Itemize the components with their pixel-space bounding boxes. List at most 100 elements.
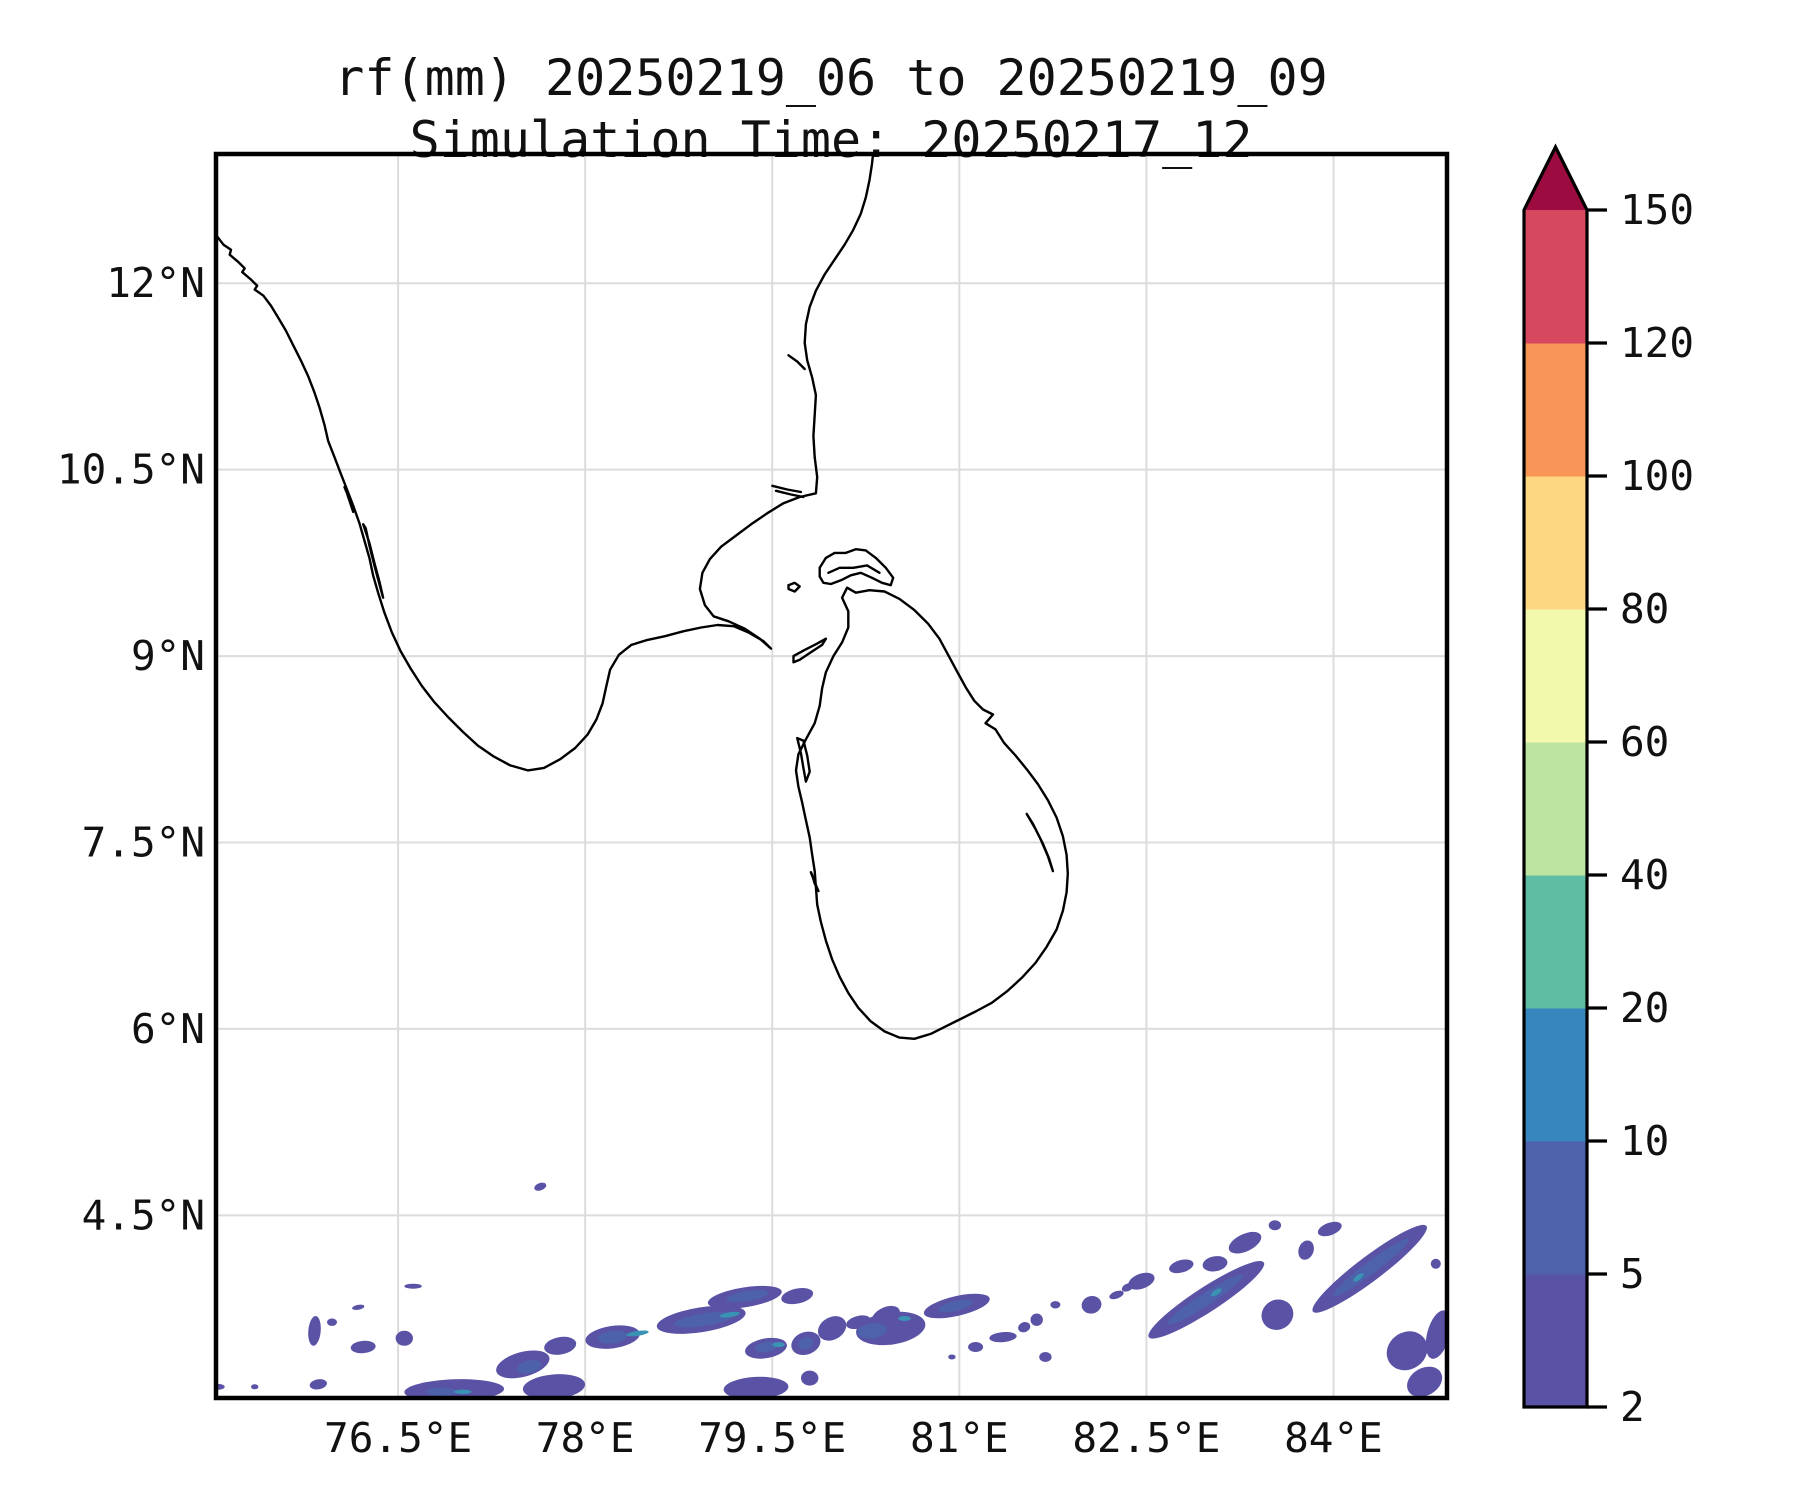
rain-cell xyxy=(309,1379,327,1390)
colorbar-segment xyxy=(1524,609,1587,743)
rain-cell xyxy=(801,1370,819,1386)
rain-cell xyxy=(1353,1273,1364,1282)
colorbar-tick-label: 120 xyxy=(1620,319,1694,367)
coastline xyxy=(787,354,806,371)
rain-cell xyxy=(1210,1288,1222,1297)
rain-cell xyxy=(1081,1296,1102,1314)
colorbar-tick-label: 10 xyxy=(1620,1117,1669,1165)
rain-cell xyxy=(1332,1238,1409,1297)
figure-title: rf(mm) 20250219_06 to 20250219_09 xyxy=(334,49,1327,107)
colorbar-segment xyxy=(1524,1141,1587,1275)
y-tick-label: 6°N xyxy=(131,1005,205,1053)
rain-cell xyxy=(1018,1322,1031,1333)
coastline-layer xyxy=(216,154,1069,1040)
rain-cell xyxy=(626,1330,649,1337)
coastline xyxy=(343,485,355,514)
rain-cell xyxy=(1039,1352,1052,1362)
rain-cell xyxy=(1128,1272,1155,1290)
y-axis-labels: 12°N 10.5°N 9°N 7.5°N 6°N 4.5°N xyxy=(57,259,205,1239)
rain-cell xyxy=(1386,1331,1428,1371)
rain-cell xyxy=(404,1283,422,1289)
rain-cell xyxy=(1169,1259,1194,1274)
y-tick-label: 10.5°N xyxy=(57,446,205,494)
colorbar-segment xyxy=(1524,742,1587,876)
rain-cell xyxy=(251,1384,259,1390)
rain-cell xyxy=(327,1318,337,1326)
coastline xyxy=(809,871,820,893)
rain-cell xyxy=(1167,1274,1243,1325)
rain-cell xyxy=(772,1342,785,1348)
rainfall-layer xyxy=(216,1182,1447,1398)
rain-cell xyxy=(1030,1313,1043,1326)
colorbar-over-arrow xyxy=(1524,147,1587,210)
rain-cell xyxy=(1202,1256,1228,1272)
coastline xyxy=(794,586,1069,1040)
x-tick-label: 81°E xyxy=(910,1414,1009,1462)
colorbar-tick-label: 150 xyxy=(1620,186,1694,234)
coastline xyxy=(818,548,895,587)
rain-cell xyxy=(781,1288,814,1305)
y-tick-label: 9°N xyxy=(131,632,205,680)
gridlines xyxy=(216,154,1447,1398)
coastline xyxy=(787,581,801,593)
x-tick-label: 76.5°E xyxy=(324,1414,472,1462)
rain-cell xyxy=(938,1299,973,1313)
map-frame xyxy=(213,151,1450,1401)
rain-cell xyxy=(989,1331,1017,1343)
rain-cell xyxy=(723,1376,789,1398)
rain-cell xyxy=(308,1316,321,1346)
colorbar-segment xyxy=(1524,210,1587,344)
x-tick-label: 82.5°E xyxy=(1072,1414,1220,1462)
colorbar-segment xyxy=(1524,875,1587,1009)
rain-cell xyxy=(1261,1299,1294,1330)
rain-cell xyxy=(1425,1310,1447,1359)
coastline xyxy=(1025,812,1055,873)
coastline xyxy=(796,736,811,783)
rain-cell xyxy=(857,1323,887,1339)
rain-cell xyxy=(597,1330,628,1344)
colorbar-tick-label: 100 xyxy=(1620,452,1694,500)
rain-cell xyxy=(1298,1240,1314,1260)
y-tick-label: 4.5°N xyxy=(82,1191,205,1239)
colorbar-tick-label: 60 xyxy=(1620,718,1669,766)
colorbar: 2 5 10 20 40 60 80 100 120 150 xyxy=(1522,143,1694,1431)
colorbar-tick-label: 2 xyxy=(1620,1383,1645,1431)
rain-cell xyxy=(352,1304,365,1310)
rain-cell xyxy=(1317,1221,1342,1237)
x-tick-label: 78°E xyxy=(536,1414,635,1462)
rain-cell xyxy=(395,1330,413,1346)
rain-cell xyxy=(1407,1366,1443,1397)
colorbar-outline xyxy=(1522,143,1589,1409)
rain-cell xyxy=(1050,1301,1061,1309)
coastline xyxy=(362,523,385,599)
rain-cell xyxy=(516,1360,542,1374)
colorbar-tick-label: 80 xyxy=(1620,585,1669,633)
rain-cell xyxy=(1430,1258,1441,1269)
colorbar-tick-label: 40 xyxy=(1620,851,1669,899)
colorbar-segment xyxy=(1524,476,1587,610)
coastline xyxy=(216,154,875,772)
coastline xyxy=(774,489,805,499)
rain-cell xyxy=(726,1290,769,1303)
rain-cell xyxy=(898,1316,911,1321)
y-tick-label: 7.5°N xyxy=(82,818,205,866)
colorbar-segment xyxy=(1524,343,1587,477)
colorbar-tick-label: 20 xyxy=(1620,984,1669,1032)
rain-cell xyxy=(426,1387,457,1397)
rain-cell xyxy=(1228,1231,1262,1254)
rain-cell xyxy=(1268,1220,1282,1231)
rain-cell xyxy=(522,1374,586,1398)
rain-cell xyxy=(534,1182,547,1191)
rain-cell xyxy=(968,1342,984,1352)
coastline xyxy=(792,637,828,664)
figure-subtitle: Simulation Time: 20250217_12 xyxy=(410,111,1253,169)
rain-cell xyxy=(720,1311,740,1318)
x-axis-labels: 76.5°E 78°E 79.5°E 81°E 82.5°E 84°E xyxy=(324,1414,1383,1462)
x-tick-label: 79.5°E xyxy=(698,1414,846,1462)
colorbar-segment xyxy=(1524,1008,1587,1142)
rain-cell xyxy=(817,1316,847,1341)
colorbar-tick-label: 5 xyxy=(1620,1250,1645,1298)
colorbar-segment xyxy=(1524,1274,1587,1408)
rain-cell xyxy=(544,1336,577,1355)
